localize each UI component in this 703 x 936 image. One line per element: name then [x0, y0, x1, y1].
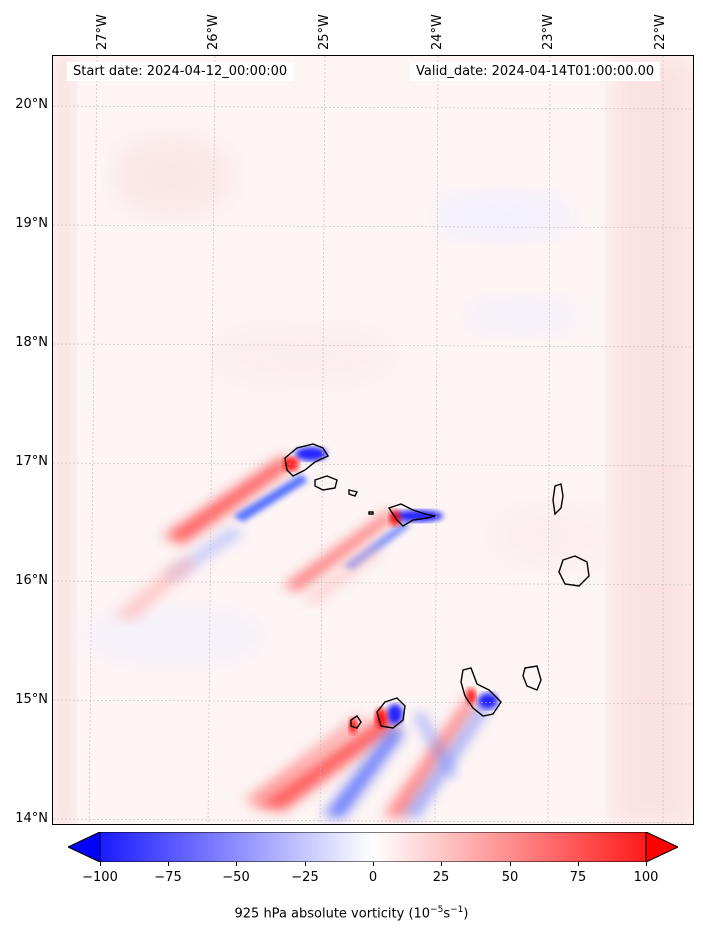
start-date-label: Start date: 2024-04-12_00:00:00 [67, 62, 294, 81]
lat-label-18n: 18°N [15, 335, 48, 350]
lat-label-16n: 16°N [15, 573, 48, 588]
lon-label-27w: 27°W [95, 14, 110, 50]
lat-label-20n: 20°N [15, 97, 48, 112]
cb-tick [100, 862, 101, 866]
cb-label-neg25: −25 [291, 870, 319, 885]
valid-date-label: Valid_date: 2024-04-14T01:00:00.00 [410, 62, 661, 81]
lat-label-17n: 17°N [15, 454, 48, 469]
island-santo-antao [284, 443, 330, 477]
island-boa-vista [558, 555, 590, 587]
island-brava [350, 715, 362, 729]
cb-label-75: 75 [569, 870, 587, 885]
cb-label-neg75: −75 [154, 870, 182, 885]
cb-tick [373, 862, 374, 866]
island-santiago [460, 667, 502, 717]
coastlines [284, 443, 590, 729]
island-sao-nicolau [387, 503, 436, 527]
cb-tick [646, 862, 647, 866]
graticule [53, 56, 693, 824]
lon-label-22w: 22°W [653, 14, 668, 50]
cb-label-25: 25 [432, 870, 450, 885]
lat-label-14n: 14°N [15, 811, 48, 826]
colorbar-title: 925 hPa absolute vorticity (10−5s−1) [234, 905, 469, 922]
vorticity-map [52, 55, 694, 825]
cb-label-100: 100 [633, 870, 659, 885]
cb-tick [236, 862, 237, 866]
lat-label-15n: 15°N [15, 692, 48, 707]
cb-tick [510, 862, 511, 866]
island-santa-luzia [348, 489, 359, 497]
lon-label-26w: 26°W [206, 14, 221, 50]
island-fogo [376, 697, 406, 729]
cb-label-neg100: −100 [82, 870, 118, 885]
cb-tick [305, 862, 306, 866]
cb-tick [168, 862, 169, 866]
cb-tick [578, 862, 579, 866]
vorticity-field [53, 56, 693, 824]
island-sao-vicente [314, 475, 338, 491]
lon-label-24w: 24°W [430, 14, 445, 50]
cb-tick [441, 862, 442, 866]
cb-label-neg50: −50 [222, 870, 250, 885]
lon-label-23w: 23°W [541, 14, 556, 50]
island-sal [552, 483, 564, 516]
island-maio [522, 665, 542, 691]
colorbar [66, 831, 680, 863]
lon-label-25w: 25°W [317, 14, 332, 50]
lat-label-19n: 19°N [15, 216, 48, 231]
cb-label-0: 0 [368, 870, 378, 885]
island-raso [368, 511, 374, 515]
cb-label-50: 50 [501, 870, 519, 885]
colorbar-gradient [66, 831, 680, 863]
